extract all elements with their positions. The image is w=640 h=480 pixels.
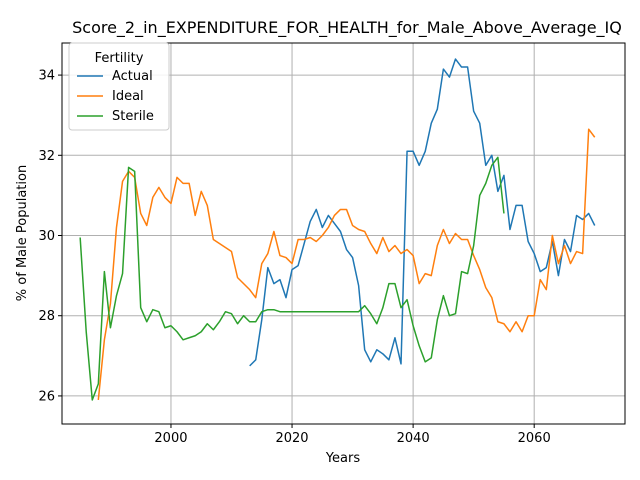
- legend-items: Actual Ideal Sterile: [77, 69, 154, 124]
- series-lines: [79, 58, 596, 401]
- x-axis-ticks: 2000 2020 2040 2060: [154, 424, 551, 446]
- legend-title: Fertility: [95, 51, 144, 66]
- series-line-ideal: [97, 128, 596, 401]
- x-tick-label: 2020: [275, 431, 308, 446]
- x-tick-label: 2060: [518, 431, 551, 446]
- y-tick-label: 34: [38, 69, 55, 84]
- series-line-sterile: [79, 156, 505, 401]
- legend-label-actual: Actual: [112, 69, 153, 84]
- y-axis-label: % of Male Population: [15, 165, 30, 301]
- y-tick-label: 30: [38, 229, 55, 244]
- legend-label-sterile: Sterile: [112, 109, 154, 124]
- chart-title: Score_2_in_EXPENDITURE_FOR_HEALTH_for_Ma…: [72, 18, 622, 38]
- legend: Fertility Actual Ideal Sterile: [68, 42, 170, 131]
- y-axis-ticks: 26 28 30 32 34: [38, 69, 62, 404]
- legend-box: [68, 42, 170, 131]
- y-tick-label: 28: [38, 309, 55, 324]
- x-axis-label: Years: [325, 451, 361, 466]
- y-tick-label: 32: [38, 149, 55, 164]
- plot-frame: [61, 42, 626, 425]
- x-tick-label: 2000: [154, 431, 187, 446]
- x-tick-label: 2040: [397, 431, 430, 446]
- y-tick-label: 26: [38, 389, 55, 404]
- legend-label-ideal: Ideal: [112, 89, 144, 104]
- series-line-actual: [249, 58, 596, 367]
